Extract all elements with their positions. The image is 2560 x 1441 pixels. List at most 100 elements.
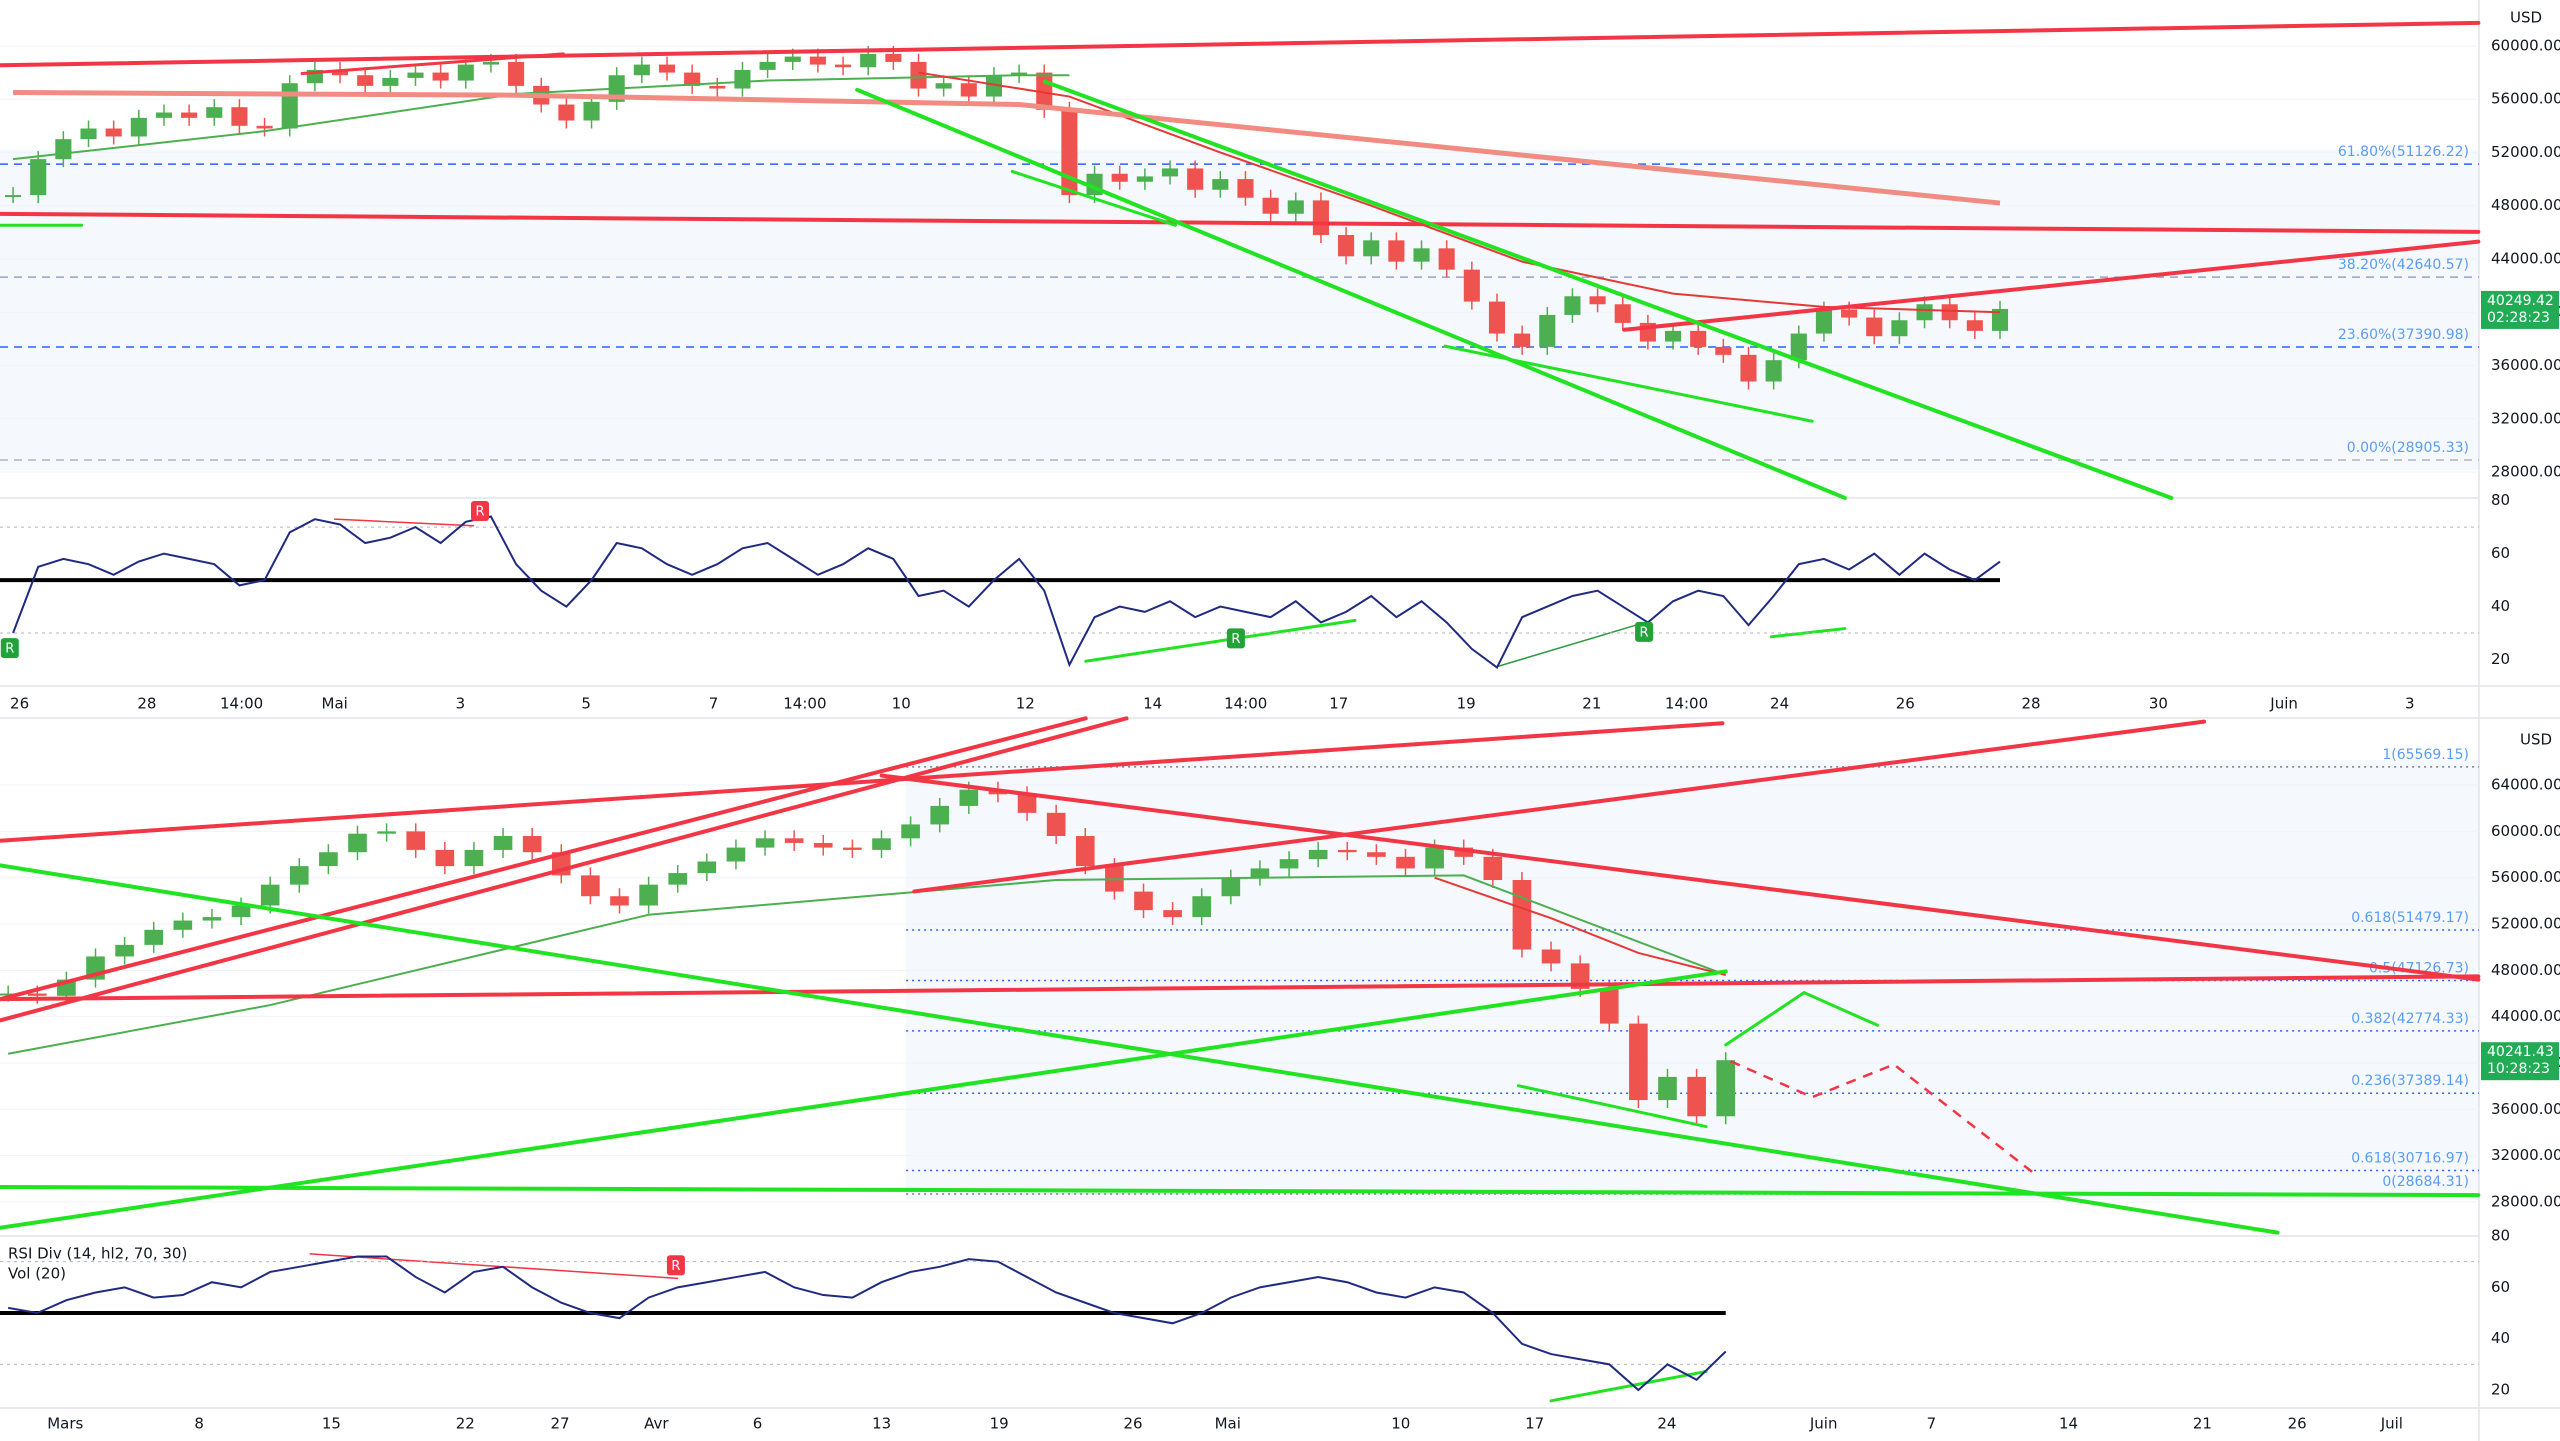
x-tick-label: Mars (47, 1415, 83, 1433)
candle-body (1599, 988, 1619, 1024)
candle-body (115, 944, 134, 957)
candle-body (1815, 309, 1832, 334)
x-tick-label: 14:00 (220, 695, 263, 713)
x-tick-label: 8 (194, 1415, 204, 1433)
candle-body (319, 852, 338, 867)
x-tick-label: 26 (1124, 1415, 1143, 1433)
fib-label: 0.5(47126.73) (2369, 960, 2469, 976)
x-tick-label: 19 (990, 1415, 1009, 1433)
x-tick-label: Mai (322, 695, 348, 713)
trendline (0, 211, 2481, 234)
moving-average (13, 90, 2001, 206)
candle-body (348, 833, 367, 853)
candle-body (901, 824, 920, 839)
currency: USD (2510, 9, 2542, 27)
candle-body (1541, 949, 1561, 964)
candle-body (1614, 304, 1631, 323)
candle-body (331, 69, 349, 76)
candle-body (1388, 240, 1405, 262)
candle-body (105, 128, 122, 137)
candle-body (935, 83, 952, 89)
candle-body (522, 836, 542, 853)
countdown: 02:28:23 (2487, 310, 2550, 326)
candle-body (508, 61, 525, 86)
fib-label: 0.382(42774.33) (2351, 1011, 2469, 1027)
rsi-tick-label: 60 (2491, 544, 2510, 562)
candle-body (206, 107, 223, 118)
candle-body (1250, 868, 1270, 878)
candle-body (1740, 354, 1757, 382)
trendline (855, 87, 1847, 500)
fib-label: 0.618(51479.17) (2351, 910, 2469, 926)
trendline (1516, 1084, 1708, 1129)
candle-body (482, 61, 499, 65)
candle-body (930, 805, 950, 825)
signal-badge (1226, 628, 1245, 649)
moving-average (1434, 876, 1726, 976)
signal-label: R (1231, 632, 1240, 647)
x-tick-label: 14:00 (1665, 695, 1708, 713)
signal-label: R (671, 1259, 680, 1274)
candle-body (260, 884, 280, 906)
candle-body (1866, 317, 1883, 337)
candle-body (809, 56, 826, 65)
x-tick-label: 26 (1896, 695, 1915, 713)
candle-body (27, 993, 47, 996)
last-price: 40249.42 (2487, 293, 2554, 309)
candle-body (1134, 891, 1153, 911)
x-tick-label: 15 (322, 1415, 341, 1433)
candle-body (668, 873, 688, 885)
signal-label: R (475, 505, 484, 520)
y-tick-label: 32000.00 (2491, 409, 2560, 427)
candle-body (1716, 1060, 1736, 1117)
fib-label: 0.00%(28905.33) (2347, 440, 2469, 456)
signal-label: R (5, 642, 14, 657)
candle-body (1916, 304, 1933, 321)
y-tick-label: 60000.00 (2491, 822, 2560, 840)
x-tick-label: 28 (137, 695, 156, 713)
fib-zone (0, 150, 2479, 470)
rsi-tick-label: 20 (2491, 650, 2510, 668)
x-tick-label: 26 (2288, 1415, 2307, 1433)
candle-body (1192, 896, 1212, 918)
y-tick-label: 32000.00 (2491, 1146, 2560, 1164)
price-box (2481, 1042, 2559, 1081)
y-tick-label: 52000.00 (2491, 915, 2560, 933)
candle-body (1991, 308, 2009, 331)
x-tick-label: 24 (1770, 695, 1789, 713)
candle-body (755, 838, 775, 848)
candle-body (1790, 333, 1807, 361)
candle-body (30, 159, 47, 196)
trendline (333, 518, 475, 527)
y-tick-label: 28000.00 (2491, 1192, 2560, 1210)
y-tick-label: 48000.00 (2491, 961, 2560, 979)
rsi-tick-label: 40 (2491, 597, 2510, 615)
x-tick-label: 14 (2059, 1415, 2078, 1433)
candle-body (289, 866, 309, 885)
candle-body (784, 838, 804, 843)
candle-body (1564, 296, 1581, 315)
trendline (1010, 169, 1178, 227)
candle-body (1212, 179, 1229, 190)
fib-label: 0.236(37389.14) (2351, 1073, 2469, 1089)
candle-body (1136, 176, 1153, 182)
candle-body (231, 905, 251, 918)
trendline (1084, 618, 1357, 663)
candle-body (1011, 72, 1028, 76)
fib-label: 0(28684.31) (2382, 1174, 2469, 1190)
y-tick-label: 44000.00 (2491, 1007, 2560, 1025)
trendline (1443, 344, 1814, 423)
candle-body (1570, 963, 1590, 989)
candle-body (734, 69, 751, 89)
x-tick-label: 28 (2021, 695, 2040, 713)
currency: USD (2520, 731, 2552, 749)
candle-body (633, 64, 650, 76)
x-tick-label: Juil (2380, 1415, 2403, 1433)
candle-body (885, 53, 902, 62)
rsi-line (12, 515, 2001, 669)
x-tick-label: 24 (1657, 1415, 1676, 1433)
trendline (0, 716, 1129, 1023)
candle-body (281, 83, 298, 129)
candle-body (1425, 847, 1444, 869)
